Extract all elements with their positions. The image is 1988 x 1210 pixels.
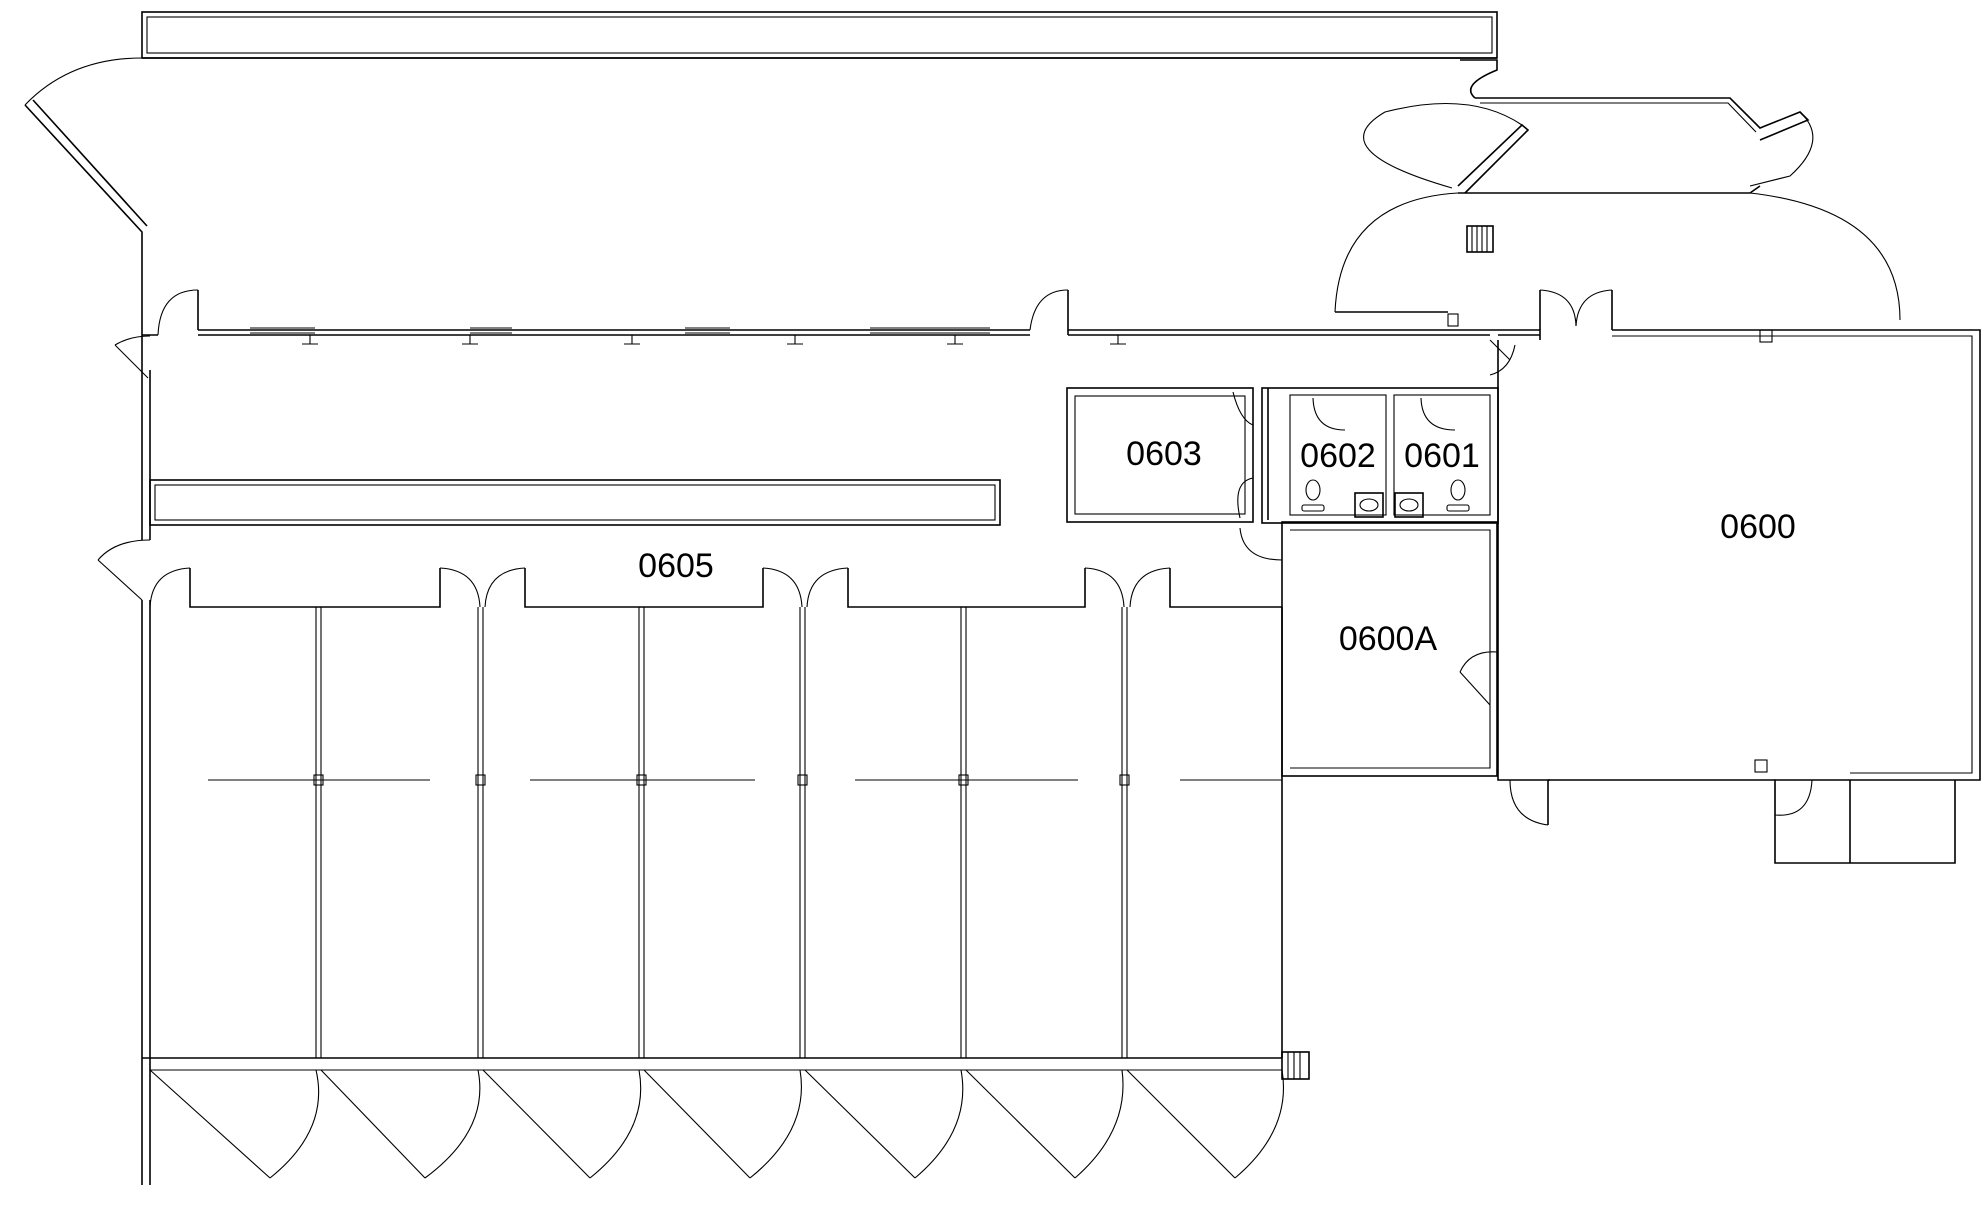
room-label-0600A: 0600A [1339, 620, 1438, 658]
room-0600 [1489, 289, 1981, 864]
room-labels: 0600 0600A 0601 0602 0603 0605 [638, 435, 1796, 658]
window-units [250, 327, 1126, 345]
room-0603 [1066, 387, 1254, 523]
room-label-0603: 0603 [1126, 435, 1202, 473]
north-canopy [24, 11, 1498, 335]
corridor-partition [149, 479, 1001, 526]
room-label-0600: 0600 [1720, 508, 1796, 546]
room-label-0601: 0601 [1404, 437, 1480, 475]
corridor-west-end [97, 335, 151, 601]
room-label-0605: 0605 [638, 547, 714, 585]
corridor-north-wall [142, 289, 1541, 345]
room-0600A [1239, 521, 1498, 777]
room-0605 [141, 567, 1310, 1185]
ne-vestibule [1334, 97, 1901, 327]
room-label-0602: 0602 [1300, 437, 1376, 475]
